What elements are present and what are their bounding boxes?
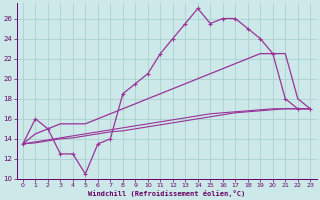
X-axis label: Windchill (Refroidissement éolien,°C): Windchill (Refroidissement éolien,°C): [88, 190, 245, 197]
